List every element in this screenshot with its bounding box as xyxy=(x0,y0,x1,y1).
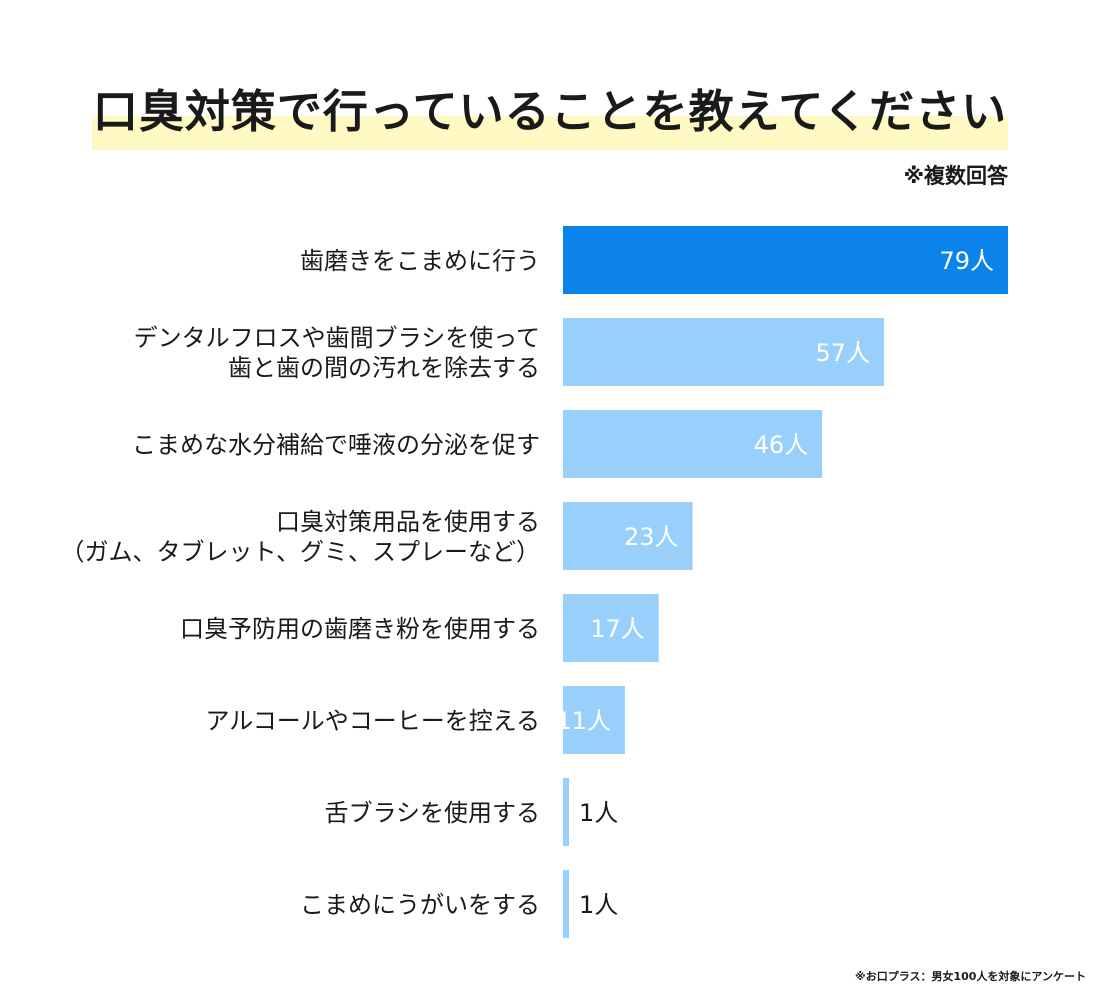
category-label-3: 口臭対策用品を使用する（ガム、タブレット、グミ、スプレーなど） xyxy=(60,508,540,566)
category-label-line: 口臭予防用の歯磨き粉を使用する xyxy=(180,615,540,643)
bar-0 xyxy=(563,226,1008,294)
bar-1 xyxy=(563,318,885,386)
category-label-6: 舌ブラシを使用する xyxy=(324,799,540,827)
category-label-line: デンタルフロスや歯間ブラシを使って xyxy=(134,324,540,352)
chart-title: 口臭対策で行っていることを教えてください xyxy=(92,85,1008,138)
bar-6 xyxy=(563,778,569,846)
category-label-line: アルコールやコーヒーを控える xyxy=(205,707,540,735)
chart-note: ※複数回答 xyxy=(903,164,1008,188)
category-label-line: 歯と歯の間の汚れを除去する xyxy=(228,354,540,382)
bar-7 xyxy=(563,870,569,938)
value-label-4: 17人 xyxy=(590,615,645,643)
bar-5 xyxy=(563,686,625,754)
value-label-2: 46人 xyxy=(754,431,809,459)
category-label-1: デンタルフロスや歯間ブラシを使って歯と歯の間の汚れを除去する xyxy=(134,324,540,382)
value-label-0: 79人 xyxy=(939,247,994,275)
bar-2 xyxy=(563,410,823,478)
category-label-line: 歯磨きをこまめに行う xyxy=(300,247,540,275)
category-label-5: アルコールやコーヒーを控える xyxy=(205,707,540,735)
title-highlight xyxy=(92,116,1008,150)
category-label-0: 歯磨きをこまめに行う xyxy=(300,247,540,275)
value-label-1: 57人 xyxy=(816,339,871,367)
category-label-line: 舌ブラシを使用する xyxy=(324,799,540,827)
category-label-line: こまめにうがいをする xyxy=(300,891,540,919)
category-label-2: こまめな水分補給で唾液の分泌を促す xyxy=(132,431,540,459)
category-label-7: こまめにうがいをする xyxy=(300,891,540,919)
category-label-line: （ガム、タブレット、グミ、スプレーなど） xyxy=(60,538,540,566)
category-label-line: 口臭対策用品を使用する xyxy=(276,508,540,536)
bar-4 xyxy=(563,594,659,662)
category-label-line: こまめな水分補給で唾液の分泌を促す xyxy=(132,431,540,459)
value-label-7: 1人 xyxy=(579,891,618,919)
value-label-6: 1人 xyxy=(579,799,618,827)
value-label-5: 11人 xyxy=(556,707,611,735)
title-area: 口臭対策で行っていることを教えてください xyxy=(0,80,1100,160)
source-footer: ※お口プラス：男女100人を対象にアンケート xyxy=(855,970,1086,983)
category-label-4: 口臭予防用の歯磨き粉を使用する xyxy=(180,615,540,643)
value-label-3: 23人 xyxy=(624,523,679,551)
bar-3 xyxy=(563,502,693,570)
